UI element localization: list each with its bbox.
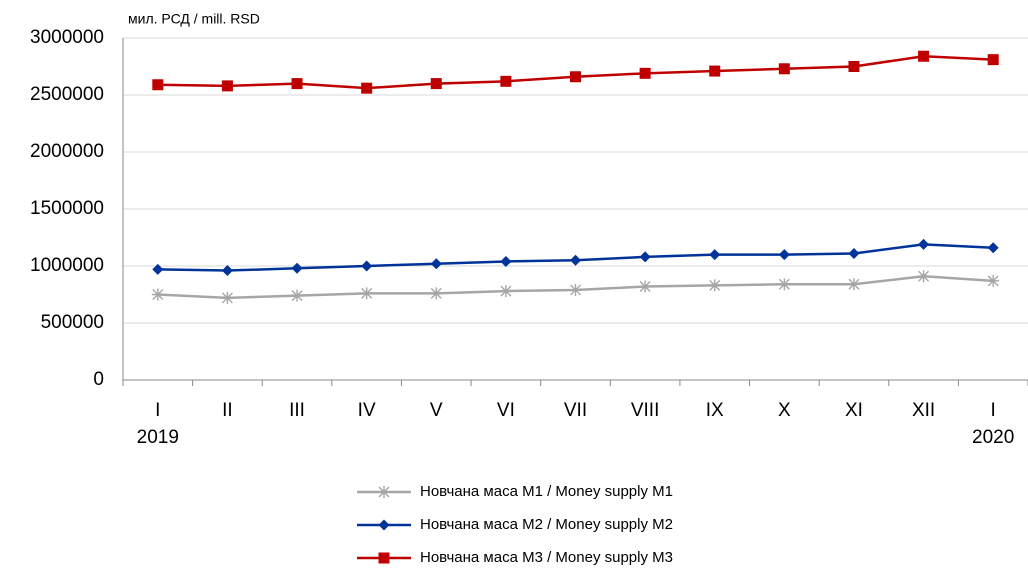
point — [152, 263, 164, 275]
legend-marker — [378, 519, 390, 531]
x-tick-label: I — [155, 400, 160, 421]
x-tick-label: VII — [564, 400, 587, 421]
point — [361, 82, 373, 94]
point — [152, 79, 164, 91]
x-tick-label: I — [991, 400, 996, 421]
point — [291, 78, 303, 90]
point — [221, 291, 234, 304]
x-tick-label: IX — [706, 400, 724, 421]
point — [847, 278, 860, 291]
point — [291, 262, 303, 274]
point — [361, 260, 373, 272]
point — [987, 54, 999, 66]
point — [221, 80, 233, 92]
x-tick-label: V — [430, 400, 443, 421]
x-tick-label: VI — [497, 400, 515, 421]
point — [848, 61, 860, 72]
point — [360, 287, 373, 300]
point — [778, 249, 790, 261]
point — [987, 242, 999, 254]
point — [848, 247, 860, 259]
x-tick-label: II — [222, 400, 233, 421]
x-tick-label: XII — [912, 400, 935, 421]
point — [709, 65, 721, 77]
point — [499, 285, 512, 298]
point — [917, 270, 930, 283]
legend-label: Новчана маса М2 / Money supply M2 — [420, 516, 673, 533]
point — [569, 283, 582, 296]
y-tick-label: 3000000 — [30, 27, 104, 48]
point — [500, 75, 512, 87]
x-group-label: 2020 — [972, 427, 1014, 448]
point — [918, 50, 930, 62]
legend-marker — [378, 552, 390, 564]
x-tick-label: XI — [845, 400, 863, 421]
y-tick-label: 0 — [93, 369, 104, 390]
x-tick-label: X — [778, 400, 791, 421]
point — [291, 289, 304, 302]
y-tick-label: 2500000 — [30, 84, 104, 105]
point — [639, 67, 651, 79]
legend-marker — [378, 486, 390, 498]
x-tick-label: IV — [358, 400, 376, 421]
legend-label: Новчана маса М1 / Money supply M1 — [420, 483, 673, 500]
point — [221, 265, 233, 277]
x-tick-label: VIII — [631, 400, 660, 421]
point — [709, 249, 721, 261]
y-tick-label: 1000000 — [30, 255, 104, 276]
point — [987, 274, 1000, 287]
x-tick-label: III — [289, 400, 305, 421]
point — [570, 254, 581, 266]
y-tick-label: 500000 — [41, 312, 104, 333]
point — [708, 279, 721, 292]
point — [778, 278, 791, 291]
point — [639, 251, 651, 263]
point — [918, 238, 930, 250]
legend-label: Новчана маса М3 / Money supply M3 — [420, 549, 673, 566]
point — [570, 71, 581, 83]
y-tick-label: 2000000 — [30, 141, 104, 162]
point — [778, 63, 790, 75]
point — [430, 258, 442, 270]
y-tick-label: 1500000 — [30, 198, 104, 219]
point — [151, 288, 164, 301]
x-group-label: 2019 — [137, 427, 179, 448]
y-axis-unit: мил. РСД / mill. RSD — [128, 11, 260, 27]
point — [639, 280, 652, 293]
point — [500, 255, 512, 267]
point — [430, 78, 442, 90]
point — [430, 287, 443, 300]
